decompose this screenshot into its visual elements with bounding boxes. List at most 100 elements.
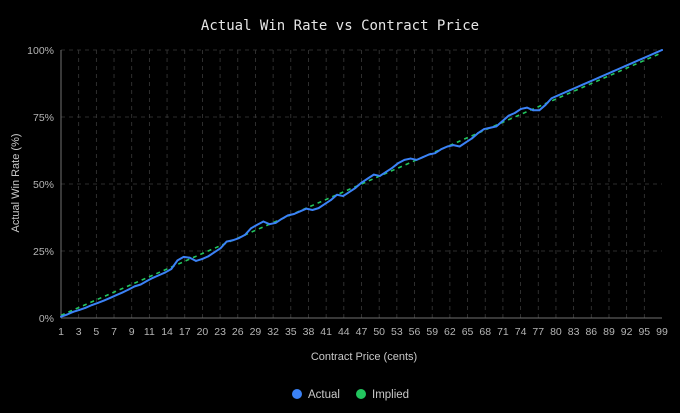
data-point-actual xyxy=(127,288,130,291)
x-tick-label: 29 xyxy=(250,326,262,338)
data-point-actual xyxy=(495,125,498,128)
data-point-actual xyxy=(483,128,486,130)
data-point-actual xyxy=(642,57,645,59)
data-point-actual xyxy=(78,309,81,311)
data-point-actual xyxy=(96,302,99,304)
legend-item-actual[interactable]: Actual xyxy=(292,389,340,401)
data-point-actual xyxy=(538,109,541,112)
y-axis-title: Actual Win Rate (%) xyxy=(10,133,22,232)
x-tick-label: 7 xyxy=(111,326,117,338)
x-tick-label: 23 xyxy=(214,326,226,338)
data-point-actual xyxy=(378,175,381,177)
data-point-actual xyxy=(280,217,283,220)
data-point-actual xyxy=(397,162,400,164)
data-point-actual xyxy=(612,70,614,73)
data-point-actual xyxy=(139,283,142,286)
data-point-actual xyxy=(624,65,627,67)
data-point-actual xyxy=(391,167,394,169)
data-point-actual xyxy=(133,285,136,288)
data-point-actual xyxy=(103,299,105,302)
x-tick-label: 89 xyxy=(603,326,615,338)
data-point-actual xyxy=(366,177,369,180)
x-tick-label: 44 xyxy=(338,326,350,338)
x-tick-label: 86 xyxy=(585,326,597,338)
data-point-actual xyxy=(237,237,240,240)
data-point-actual xyxy=(60,315,62,318)
data-point-actual xyxy=(636,59,639,62)
data-point-actual xyxy=(654,51,657,54)
data-point-actual xyxy=(532,109,535,112)
data-point-actual xyxy=(262,220,265,223)
data-point-actual xyxy=(158,274,161,277)
data-point-actual xyxy=(109,297,111,299)
data-point-actual xyxy=(428,153,430,156)
data-point-actual xyxy=(115,294,118,297)
data-point-actual xyxy=(544,104,547,106)
x-tick-label: 35 xyxy=(285,326,297,338)
data-point-actual xyxy=(385,171,387,173)
x-tick-label: 74 xyxy=(515,326,527,338)
x-tick-label: 62 xyxy=(444,326,456,338)
data-point-actual xyxy=(489,126,492,129)
legend-actual-label: Actual xyxy=(308,389,340,401)
legend-item-implied[interactable]: Implied xyxy=(356,389,409,401)
data-point-actual xyxy=(121,291,124,294)
data-point-actual xyxy=(287,214,289,217)
chart-title: Actual Win Rate vs Contract Price xyxy=(201,18,479,34)
x-axis-title: Contract Price (cents) xyxy=(311,351,417,363)
data-point-actual xyxy=(507,114,510,117)
data-point-actual xyxy=(526,106,528,109)
data-point-actual xyxy=(188,256,191,259)
x-tick-label: 26 xyxy=(232,326,244,338)
data-point-actual xyxy=(458,145,461,148)
data-point-actual xyxy=(231,239,234,242)
x-tick-label: 59 xyxy=(426,326,438,338)
data-point-actual xyxy=(550,97,553,100)
x-tick-label: 9 xyxy=(129,326,135,338)
x-tick-label: 53 xyxy=(391,326,403,338)
data-point-actual xyxy=(403,158,406,161)
data-point-actual xyxy=(195,260,197,262)
data-point-actual xyxy=(599,75,602,78)
series-layer xyxy=(60,49,663,318)
data-point-actual xyxy=(556,94,559,97)
data-point-actual xyxy=(152,276,154,279)
data-point-actual xyxy=(170,268,173,270)
data-point-actual xyxy=(648,54,651,57)
data-point-actual xyxy=(452,144,455,147)
y-tick-label: 0% xyxy=(39,313,54,325)
tick-layer: 1 3 5 7 9 11 14 17 20 23 26 29 32 35 38 41 44 47 50 53 56 59 6… xyxy=(27,45,668,338)
data-point-actual xyxy=(323,203,326,206)
data-point-actual xyxy=(90,304,93,307)
x-tick-label: 77 xyxy=(532,326,544,338)
data-point-actual xyxy=(72,310,75,313)
x-tick-label: 92 xyxy=(621,326,633,338)
x-tick-label: 1 xyxy=(58,326,64,338)
x-tick-label: 99 xyxy=(656,326,668,338)
series-line-implied xyxy=(60,51,663,317)
x-tick-label: 68 xyxy=(479,326,491,338)
data-point-actual xyxy=(372,173,375,176)
data-point-actual xyxy=(336,193,338,196)
data-point-actual xyxy=(268,223,271,226)
data-point-actual xyxy=(409,157,412,160)
x-tick-label: 95 xyxy=(638,326,650,338)
x-tick-label: 32 xyxy=(267,326,279,338)
data-point-actual xyxy=(434,152,436,155)
data-point-actual xyxy=(317,207,320,210)
data-point-actual xyxy=(311,209,314,211)
y-tick-label: 50% xyxy=(33,179,54,191)
x-tick-label: 47 xyxy=(356,326,368,338)
legend: Actual Implied xyxy=(292,389,409,401)
data-point-actual xyxy=(562,91,565,94)
data-point-actual xyxy=(225,240,228,243)
data-point-actual xyxy=(470,137,473,140)
x-tick-label: 14 xyxy=(161,326,173,338)
data-point-actual xyxy=(569,89,571,92)
data-point-actual xyxy=(305,207,308,210)
x-tick-label: 5 xyxy=(93,326,99,338)
data-point-actual xyxy=(575,86,578,89)
data-point-actual xyxy=(207,255,210,258)
